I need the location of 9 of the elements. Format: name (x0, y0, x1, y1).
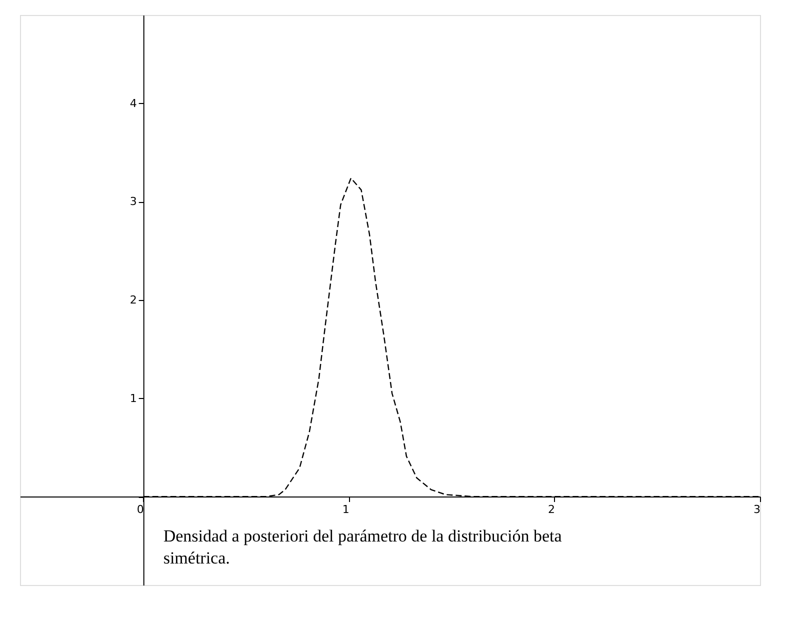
x-tick-label: 3 (754, 503, 760, 516)
y-tick-label: 3 (130, 195, 137, 208)
annotation: Densidad a posteriori del parámetro de la distribución beta simétrica. (163, 526, 562, 568)
y-tick-label: 1 (130, 392, 137, 405)
y-tick-label: 4 (130, 96, 137, 110)
x-tick-label: 1 (342, 503, 350, 516)
x-tick-label: 0 (136, 503, 144, 516)
y-tick-label: 2 (130, 294, 137, 306)
x-tick-label: 2 (548, 503, 555, 516)
